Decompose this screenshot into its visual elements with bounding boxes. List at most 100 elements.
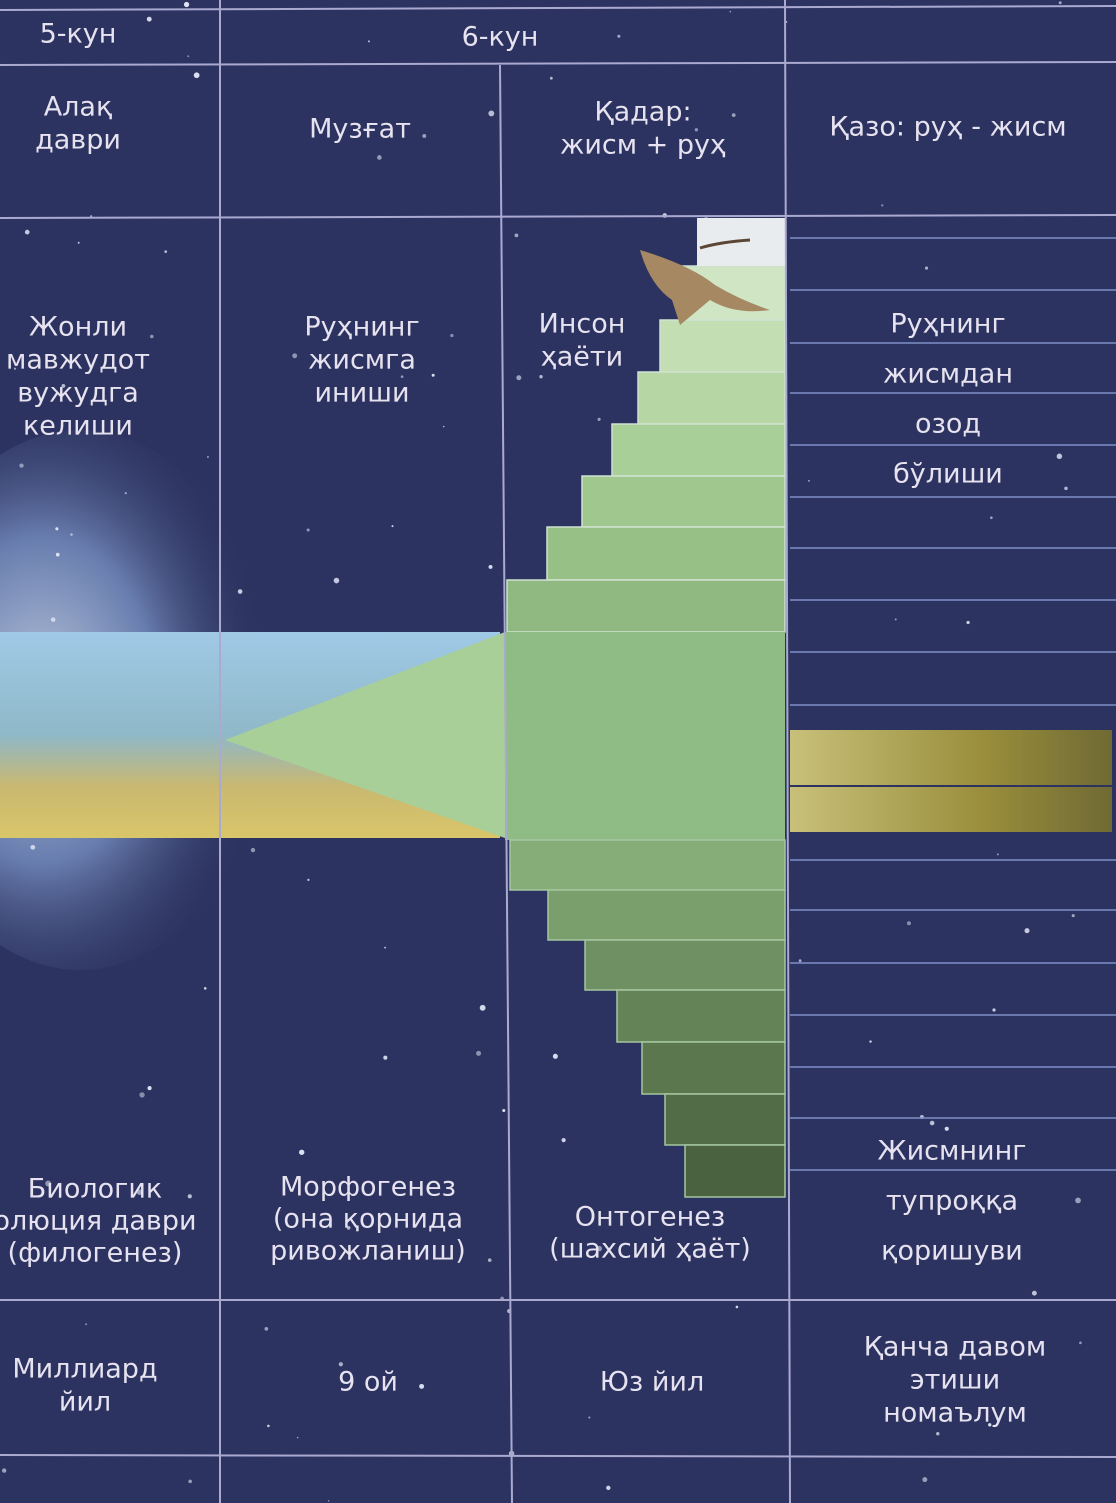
events-text: иниши — [314, 378, 409, 409]
star — [617, 34, 621, 38]
step — [641, 1041, 786, 1095]
processes-text: (шахсий ҳаёт) — [549, 1234, 751, 1265]
processes-text: Морфогенез — [280, 1172, 456, 1203]
step — [509, 839, 786, 891]
star — [203, 987, 207, 990]
star — [431, 373, 435, 377]
star — [299, 1149, 305, 1155]
star — [881, 204, 884, 207]
star — [338, 1362, 343, 1367]
processes-text: Биологик — [28, 1174, 162, 1205]
step — [611, 423, 786, 477]
star — [50, 617, 56, 622]
step — [659, 319, 786, 373]
star — [193, 72, 200, 79]
star — [561, 1138, 566, 1143]
durations-text: номаълум — [883, 1398, 1027, 1429]
star — [798, 959, 802, 963]
step — [546, 526, 786, 581]
star — [55, 552, 60, 557]
phases-text: Музғат — [309, 114, 411, 145]
step — [547, 889, 786, 941]
star — [85, 1323, 88, 1326]
processes-text: қоришуви — [881, 1236, 1023, 1267]
star — [992, 1008, 996, 1012]
star — [124, 492, 127, 495]
star — [479, 1004, 486, 1011]
events-text: келиши — [23, 411, 133, 442]
phases-text: Қадар: — [594, 97, 691, 128]
star — [922, 1477, 928, 1483]
events-text: Инсон — [539, 309, 626, 340]
star — [729, 10, 732, 13]
star — [183, 1, 190, 8]
processes-text: ривожланиш) — [270, 1236, 466, 1267]
star — [1075, 1197, 1081, 1204]
star — [307, 878, 310, 881]
star — [488, 564, 493, 569]
star — [61, 384, 66, 388]
star — [188, 1479, 192, 1484]
star — [552, 1053, 558, 1059]
phases-text: даври — [35, 125, 121, 156]
star — [597, 417, 601, 421]
star — [735, 1305, 739, 1309]
step — [584, 939, 786, 991]
star — [267, 1424, 270, 1428]
star — [306, 528, 310, 532]
star — [136, 1189, 143, 1195]
events-text: озод — [915, 409, 981, 440]
star — [296, 1436, 299, 1439]
durations-text: Юз йил — [600, 1367, 704, 1398]
star — [514, 233, 519, 238]
step — [505, 632, 785, 840]
star — [906, 921, 911, 926]
triangle — [225, 632, 505, 838]
star — [516, 375, 522, 381]
star — [996, 853, 999, 856]
events-text: Жонли — [29, 312, 127, 343]
star — [488, 110, 495, 117]
star — [588, 1416, 591, 1419]
star — [422, 134, 427, 138]
star — [292, 353, 298, 359]
star — [988, 1423, 992, 1427]
step — [664, 1093, 786, 1146]
events-text: ҳаёти — [541, 342, 623, 373]
star — [391, 525, 394, 528]
column-line — [784, 0, 791, 1503]
star — [45, 1180, 52, 1187]
star — [237, 589, 243, 594]
processes-text: тупроққа — [886, 1186, 1018, 1217]
star — [13, 367, 17, 370]
star — [70, 533, 73, 536]
star — [1071, 914, 1075, 918]
processes-text: олюция даври — [0, 1206, 197, 1237]
star — [966, 620, 970, 625]
star — [1079, 1341, 1082, 1345]
step — [581, 475, 786, 528]
events-text: жисмга — [308, 345, 416, 376]
star — [596, 1245, 603, 1252]
star — [549, 76, 553, 80]
phases-text: жисм + руҳ — [560, 130, 726, 161]
star — [1031, 1290, 1037, 1296]
step — [506, 579, 786, 633]
star — [164, 250, 168, 254]
star — [694, 128, 699, 132]
star — [146, 16, 152, 22]
star — [346, 1226, 351, 1230]
star — [419, 1383, 425, 1389]
star — [1064, 486, 1068, 491]
star — [606, 1485, 611, 1491]
star — [442, 425, 445, 428]
star — [2, 1468, 7, 1473]
events-text: бўлиши — [893, 459, 1003, 490]
star — [19, 463, 24, 468]
step — [637, 371, 786, 425]
row-line — [0, 214, 1116, 219]
events-text: Руҳнинг — [304, 312, 419, 343]
